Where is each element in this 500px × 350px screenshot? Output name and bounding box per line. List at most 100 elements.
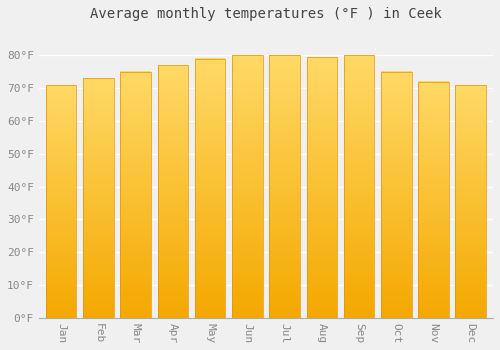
Bar	[46, 210, 76, 213]
Bar	[83, 296, 114, 299]
Bar	[418, 310, 448, 313]
Bar	[83, 241, 114, 244]
Bar	[306, 292, 337, 294]
Bar	[344, 81, 374, 84]
Bar	[418, 93, 448, 96]
Bar	[306, 247, 337, 250]
Bar	[344, 79, 374, 82]
Bar	[46, 105, 76, 108]
Bar	[418, 193, 448, 195]
Bar	[456, 196, 486, 199]
Bar	[158, 191, 188, 194]
Bar	[46, 227, 76, 229]
Bar	[83, 102, 114, 105]
Bar	[195, 256, 226, 258]
Bar	[306, 216, 337, 219]
Bar	[158, 302, 188, 305]
Bar	[158, 285, 188, 288]
Bar	[46, 315, 76, 318]
Bar	[418, 88, 448, 91]
Bar	[232, 215, 262, 218]
Bar	[456, 85, 486, 87]
Bar	[418, 195, 448, 197]
Bar	[306, 104, 337, 106]
Bar	[270, 212, 300, 216]
Bar	[232, 194, 262, 197]
Bar	[158, 85, 188, 88]
Bar	[83, 160, 114, 162]
Bar	[456, 299, 486, 302]
Bar	[46, 96, 76, 99]
Bar	[232, 55, 262, 58]
Bar	[158, 292, 188, 295]
Bar	[195, 247, 226, 251]
Bar	[344, 249, 374, 252]
Bar	[344, 131, 374, 134]
Bar	[418, 152, 448, 155]
Bar	[158, 270, 188, 272]
Bar	[120, 222, 151, 224]
Bar	[46, 126, 76, 129]
Bar	[232, 260, 262, 263]
Bar	[270, 233, 300, 237]
Bar	[195, 276, 226, 279]
Bar	[456, 101, 486, 104]
Bar	[120, 187, 151, 190]
Bar	[381, 300, 412, 303]
Bar	[158, 158, 188, 161]
Bar	[83, 186, 114, 189]
Bar	[46, 92, 76, 94]
Bar	[344, 286, 374, 289]
Bar	[381, 231, 412, 234]
Bar	[120, 281, 151, 284]
Bar	[418, 169, 448, 172]
Bar	[120, 89, 151, 91]
Bar	[270, 176, 300, 179]
Bar	[381, 76, 412, 79]
Bar	[195, 84, 226, 87]
Bar	[232, 149, 262, 153]
Bar	[232, 155, 262, 158]
Bar	[306, 211, 337, 214]
Bar	[381, 74, 412, 77]
Bar	[344, 147, 374, 150]
Bar	[306, 80, 337, 83]
Bar	[195, 237, 226, 240]
Bar	[46, 217, 76, 220]
Bar	[381, 288, 412, 291]
Bar	[158, 189, 188, 191]
Bar	[381, 209, 412, 212]
Bar	[83, 193, 114, 196]
Bar	[195, 227, 226, 230]
Bar	[195, 196, 226, 199]
Bar	[120, 224, 151, 227]
Bar	[83, 80, 114, 83]
Bar	[195, 209, 226, 212]
Bar	[270, 149, 300, 153]
Bar	[270, 223, 300, 226]
Bar	[306, 289, 337, 292]
Bar	[270, 202, 300, 205]
Bar	[344, 212, 374, 216]
Bar	[306, 122, 337, 125]
Bar	[456, 206, 486, 208]
Bar	[158, 295, 188, 298]
Bar	[456, 304, 486, 306]
Bar	[270, 147, 300, 150]
Bar	[270, 107, 300, 111]
Bar	[456, 297, 486, 299]
Bar	[120, 133, 151, 136]
Bar	[158, 280, 188, 282]
Bar	[381, 160, 412, 163]
Bar	[418, 237, 448, 240]
Bar	[195, 74, 226, 77]
Bar	[381, 222, 412, 224]
Bar	[456, 315, 486, 318]
Bar	[344, 312, 374, 315]
Bar	[381, 111, 412, 114]
Bar	[306, 299, 337, 302]
Bar	[158, 151, 188, 154]
Bar	[456, 301, 486, 304]
Bar	[344, 284, 374, 286]
Bar	[120, 310, 151, 313]
